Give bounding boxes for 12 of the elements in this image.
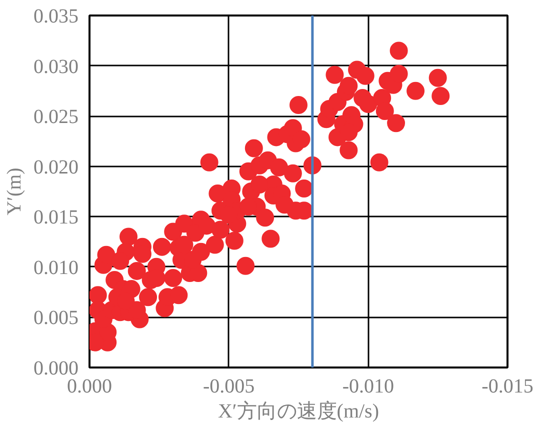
x-tick-label: -0.015	[482, 376, 534, 398]
y-tick-label: 0.030	[34, 56, 78, 78]
y-tick-label: 0.015	[34, 206, 78, 229]
x-tick-label: -0.005	[203, 376, 255, 398]
y-axis-title: Y′(m)	[4, 168, 26, 216]
y-tick-label: 0.025	[34, 106, 78, 128]
y-tick-label: 0.010	[34, 256, 78, 279]
y-tick-label: 0.035	[34, 6, 78, 28]
y-tick-label: 0.020	[34, 156, 78, 178]
x-axis-title: X′方向の速度(m/s)	[218, 400, 380, 422]
y-tick-label: 0.005	[34, 307, 78, 330]
x-tick-label: -0.010	[342, 376, 394, 398]
